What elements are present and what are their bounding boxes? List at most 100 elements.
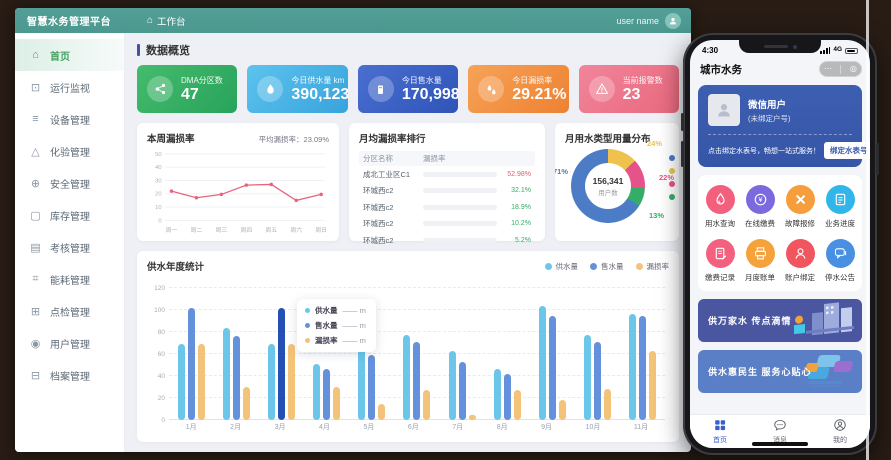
- stat-card-4: 今日漏损率 29.21%: [468, 65, 569, 113]
- sidebar-item-4[interactable]: △ 化验管理: [15, 135, 124, 167]
- bar-group: [313, 363, 341, 420]
- sidebar-item-2[interactable]: ⊡ 运行监视: [15, 71, 124, 103]
- network-icon: [147, 76, 173, 102]
- sidebar-item-5[interactable]: ⊕ 安全管理: [15, 167, 124, 199]
- bar-供水量: [313, 363, 321, 420]
- bar-漏损率: [513, 390, 521, 420]
- stat-card-texts: 今日漏损率 29.21%: [512, 75, 566, 103]
- svg-text:30: 30: [155, 178, 162, 184]
- wechat-avatar: [708, 94, 740, 126]
- sidebar-item-8[interactable]: ⌗ 能耗管理: [15, 263, 124, 295]
- svg-text:周一: 周一: [166, 227, 178, 234]
- sidebar-item-label: 点检管理: [50, 307, 90, 319]
- device-icon: ≡: [32, 113, 39, 125]
- leak-bar-track: [423, 188, 497, 194]
- service-label: 账户绑定: [785, 273, 815, 282]
- sidebar-item-6[interactable]: ▢ 库存管理: [15, 199, 124, 231]
- y-axis-label: 40: [157, 373, 165, 380]
- stat-card-label: 今日供水量 km: [291, 76, 345, 85]
- banner-1[interactable]: 供万家水 传点滴情: [698, 299, 862, 342]
- sidebar-item-10[interactable]: ◉ 用户管理: [15, 327, 124, 359]
- annual-title: 供水年度统计: [147, 262, 205, 273]
- bar-group: [178, 307, 206, 420]
- lab-icon: △: [31, 145, 40, 158]
- legend-label: 漏损率: [646, 262, 670, 271]
- bar-group: [448, 350, 476, 420]
- x-axis-label: 2月: [230, 424, 242, 431]
- bind-meter-button[interactable]: 绑定水表号: [824, 142, 870, 159]
- tooltip-series-value: —— m: [342, 321, 366, 330]
- tooltip-series-value: —— m: [342, 336, 366, 345]
- sidebar-item-label: 档案管理: [50, 371, 90, 383]
- stat-card-value: 390,123: [291, 86, 348, 103]
- sidebar-item-7[interactable]: ▤ 考核管理: [15, 231, 124, 263]
- sidebar-item-1[interactable]: ⌂ 首页: [15, 39, 124, 71]
- pay-record-icon: [705, 239, 735, 268]
- home-indicator[interactable]: [752, 442, 808, 446]
- x-axis-label: 3月: [274, 424, 286, 431]
- service-6[interactable]: 月度账单: [740, 239, 780, 283]
- bar-group: [223, 327, 251, 420]
- ranking-row: 环城西c2 5.2%: [359, 232, 535, 249]
- service-5[interactable]: 缴费记录: [700, 239, 740, 283]
- bar-售水量: [638, 315, 646, 420]
- usage-donut-card: 月用水类型用量分布 156,341 用户数 24% 22% 13% 71%: [555, 123, 679, 241]
- service-4[interactable]: 业务进度: [820, 185, 860, 229]
- zone-name: 环城西c2: [363, 235, 394, 245]
- banner-2[interactable]: 供水惠民生 服务心贴心: [698, 350, 862, 393]
- sidebar-item-9[interactable]: ⊞ 点检管理: [15, 295, 124, 327]
- home-icon: ⌂: [32, 49, 39, 61]
- bar-售水量: [233, 336, 241, 420]
- bar-漏损率: [423, 390, 431, 420]
- miniprogram-capsule[interactable]: ⋯ ◎: [819, 61, 862, 77]
- stat-card-label: 今日售水量: [401, 76, 442, 85]
- service-label: 缴费记录: [705, 273, 735, 282]
- tooltip-dot: [305, 323, 310, 328]
- stat-card-2: 今日供水量 km 390,123: [247, 65, 348, 113]
- workbench-tab[interactable]: ⌂ 工作台: [147, 14, 186, 28]
- bar-漏损率: [333, 387, 341, 420]
- y-axis-label: 120: [154, 285, 165, 292]
- home-icon: ⌂: [147, 15, 154, 26]
- tab-1[interactable]: 首页: [690, 415, 750, 448]
- grid-line: [169, 287, 665, 288]
- avatar[interactable]: [665, 12, 681, 29]
- bar-漏损率: [288, 344, 296, 420]
- charts-row: 本周漏损率 平均漏损率：23.09% 0 10 20 30 40 50 周一 周二 周三 周四 周五…: [137, 123, 679, 245]
- mine-icon: [833, 418, 847, 434]
- weekly-leak-average: 平均漏损率：23.09%: [258, 135, 329, 144]
- donut-center-label: 用户数: [598, 189, 618, 197]
- sidebar-item-11[interactable]: ⊟ 档案管理: [15, 359, 124, 391]
- service-grid: 用水查询 ¥ 在线缴费 故障报修 业务进度缴费记录 月度账单 账户绑定 停水公告: [698, 175, 862, 291]
- y-axis-label: 20: [157, 395, 165, 402]
- droplet-icon: [257, 76, 284, 102]
- service-3[interactable]: 故障报修: [780, 185, 820, 229]
- more-icon[interactable]: ⋯: [824, 64, 833, 73]
- bar-供水量: [448, 350, 456, 420]
- close-circle-icon[interactable]: ◎: [849, 64, 857, 73]
- sidebar-item-label: 运行监视: [50, 83, 90, 95]
- message-icon: [773, 418, 787, 434]
- tab-2[interactable]: 消息: [750, 415, 810, 448]
- service-2[interactable]: ¥ 在线缴费: [740, 185, 780, 229]
- bar-售水量: [503, 373, 511, 420]
- sidebar-item-3[interactable]: ≡ 设备管理: [15, 103, 124, 135]
- sidebar-item-label: 考核管理: [50, 243, 90, 255]
- bar-售水量: [548, 315, 556, 420]
- bar-漏损率: [558, 400, 566, 420]
- legend-dot: [669, 155, 675, 161]
- donut-center: 156,341 用户数: [585, 163, 631, 209]
- phone-screen: 4:30 4G 城市水务 ⋯ ◎: [690, 40, 870, 448]
- annual-bar-chart: 0 20 40 60 80 100 120 供水量 —— m 售水量 —— m 漏损率 —— m: [154, 281, 665, 424]
- tab-3[interactable]: 我的: [810, 415, 870, 448]
- service-1[interactable]: 用水查询: [700, 185, 740, 229]
- service-7[interactable]: 账户绑定: [780, 239, 820, 283]
- stat-cards-row: DMA分区数 47 今日供水量 km 390,123 今日售水量 170,998 今日漏损率…: [137, 65, 680, 113]
- user-bind-card: 微信用户 (未绑定户号) 点击绑定水表号，畅想一站式服务！ 绑定水表号: [698, 85, 870, 167]
- banner-list: 供万家水 传点滴情 供水惠民生 服务心贴心: [698, 299, 862, 393]
- svg-text:周三: 周三: [216, 227, 228, 234]
- donut-slice-label: 24%: [647, 139, 663, 148]
- donut-title: 月用水类型用量分布: [565, 134, 651, 145]
- y-axis-label: 60: [157, 351, 165, 358]
- service-8[interactable]: 停水公告: [820, 239, 860, 283]
